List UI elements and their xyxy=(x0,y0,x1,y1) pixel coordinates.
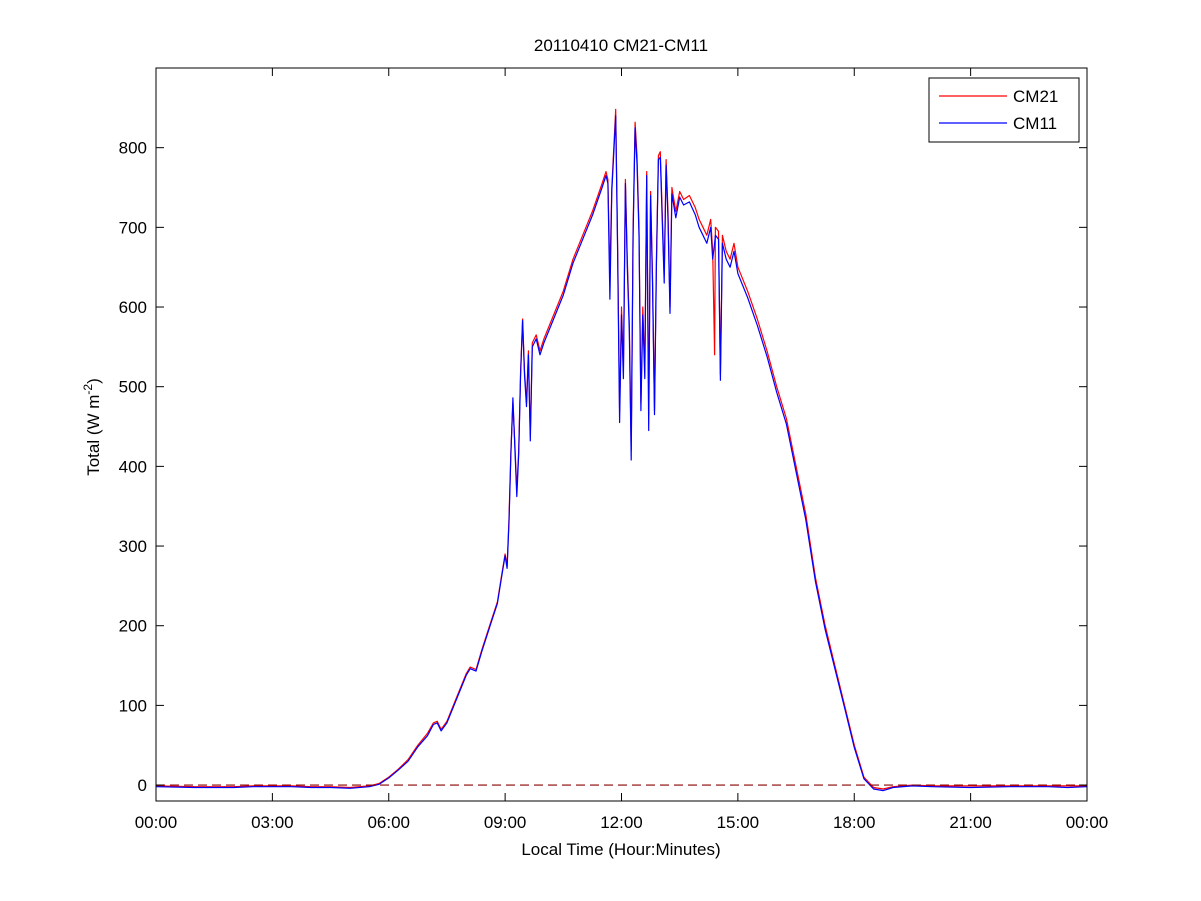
legend-label-cm11: CM11 xyxy=(1013,114,1057,133)
x-tick-label: 15:00 xyxy=(717,813,760,832)
y-axis-label-close: ) xyxy=(84,378,103,384)
y-axis: 0 100 200 300 400 500 600 700 800 xyxy=(119,139,1087,795)
y-tick-label: 200 xyxy=(119,617,147,636)
y-tick-label: 700 xyxy=(119,218,147,237)
y-axis-label-superscript: -2 xyxy=(81,384,95,395)
y-tick-label: 300 xyxy=(119,537,147,556)
y-tick-label: 500 xyxy=(119,378,147,397)
plot-area xyxy=(156,68,1087,801)
y-tick-label: 400 xyxy=(119,457,147,476)
x-tick-label: 03:00 xyxy=(251,813,294,832)
legend-label-cm21: CM21 xyxy=(1013,87,1058,106)
x-tick-label: 12:00 xyxy=(600,813,643,832)
legend: CM21 CM11 xyxy=(928,77,1080,143)
y-tick-label: 800 xyxy=(119,139,147,158)
y-tick-label: 600 xyxy=(119,298,147,317)
x-tick-label: 09:00 xyxy=(484,813,527,832)
chart-title: 20110410 CM21-CM11 xyxy=(534,36,708,55)
x-tick-label: 00:00 xyxy=(1066,813,1109,832)
legend-box xyxy=(928,77,1080,143)
y-tick-label: 100 xyxy=(119,696,147,715)
y-axis-label: Total (W m-2) xyxy=(81,378,103,476)
x-tick-label: 00:00 xyxy=(135,813,178,832)
x-axis: 00:00 03:00 06:00 09:00 12:00 15:00 18:00 21:00… xyxy=(135,68,1109,832)
y-tick-label: 0 xyxy=(138,776,147,795)
x-tick-label: 06:00 xyxy=(367,813,410,832)
x-tick-label: 21:00 xyxy=(949,813,992,832)
x-tick-label: 18:00 xyxy=(833,813,876,832)
y-axis-label-main: Total (W m xyxy=(84,395,103,476)
series-layer xyxy=(155,108,1088,792)
x-axis-label: Local Time (Hour:Minutes) xyxy=(521,840,720,859)
series-line-cm11 xyxy=(155,115,1088,792)
